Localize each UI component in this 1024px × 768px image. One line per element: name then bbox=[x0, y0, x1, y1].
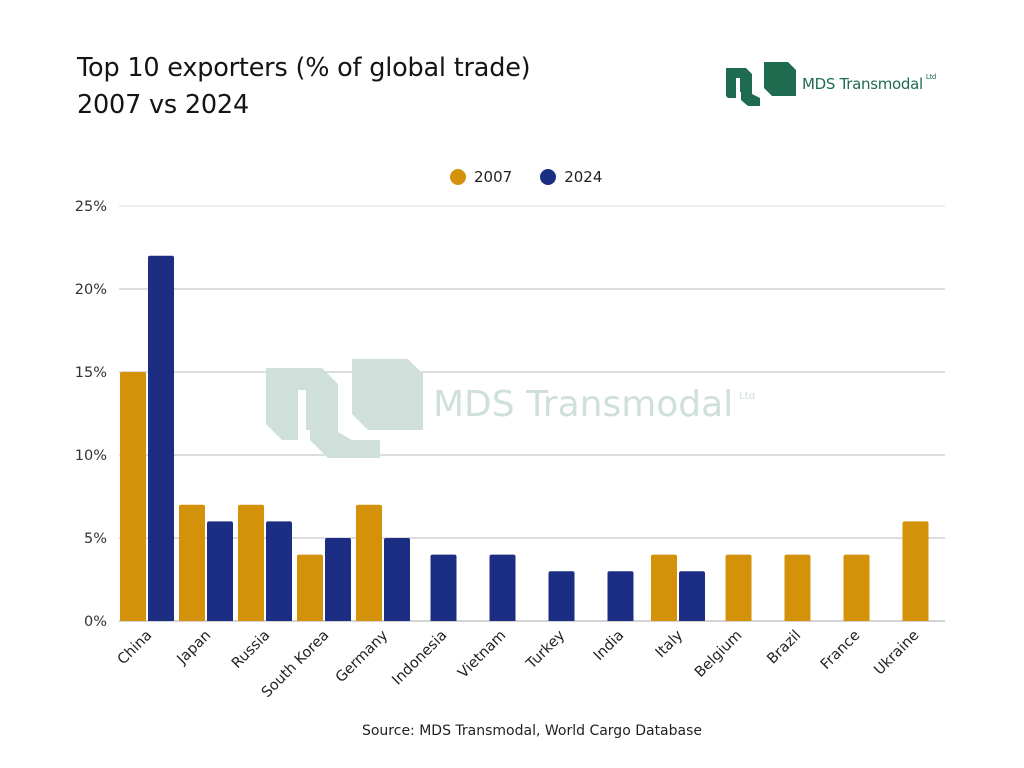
bar-2024-china bbox=[148, 255, 174, 622]
chart-title-line-2: 2007 vs 2024 bbox=[77, 90, 249, 120]
x-tick-label: Germany bbox=[333, 627, 392, 686]
y-tick-label: 0% bbox=[84, 614, 107, 630]
x-tick-label: Japan bbox=[174, 628, 215, 669]
bar-2007-japan bbox=[179, 504, 205, 621]
bar-2024-south-korea bbox=[325, 538, 351, 621]
y-tick-label: 15% bbox=[75, 365, 107, 381]
bar-2024-vietnam bbox=[489, 554, 516, 621]
chart-legend: 2007 2024 bbox=[450, 168, 630, 186]
brand-name: MDS Transmodal Ltd bbox=[802, 73, 937, 93]
legend-label-2024: 2024 bbox=[564, 168, 603, 186]
watermark-brand-name: MDS Transmodal bbox=[433, 384, 733, 425]
bar-2024-turkey bbox=[548, 571, 575, 621]
bar-2024-indonesia bbox=[430, 554, 457, 621]
bar-2007-italy bbox=[651, 554, 677, 621]
bars bbox=[120, 255, 929, 622]
bar-2007-belgium bbox=[725, 554, 752, 621]
x-tick-label: China bbox=[115, 628, 156, 669]
y-tick-label: 5% bbox=[84, 531, 107, 547]
x-tick-label: France bbox=[818, 627, 863, 672]
watermark-brand-suffix: Ltd bbox=[739, 391, 755, 402]
bar-2007-brazil bbox=[784, 554, 811, 621]
brand-logo: MDS Transmodal Ltd bbox=[726, 62, 936, 106]
y-tick-label: 25% bbox=[75, 199, 107, 215]
source-note: Source: MDS Transmodal, World Cargo Data… bbox=[361, 723, 703, 739]
bar-2024-italy bbox=[679, 571, 705, 621]
x-tick-label: Brazil bbox=[764, 628, 804, 668]
mds-logo-icon bbox=[726, 62, 796, 106]
x-tick-label: India bbox=[591, 628, 627, 664]
brand-suffix: Ltd bbox=[925, 73, 937, 81]
watermark: MDS Transmodal Ltd bbox=[266, 359, 755, 458]
legend-item-2024: 2024 bbox=[540, 168, 602, 186]
bar-2024-russia bbox=[266, 521, 292, 621]
x-tick-label: Italy bbox=[653, 627, 687, 661]
x-tick-label: Vietnam bbox=[455, 628, 509, 682]
y-tick-label: 20% bbox=[75, 282, 107, 298]
chart-title: Top 10 exporters (% of global trade) 200… bbox=[77, 50, 531, 124]
bar-2007-ukraine bbox=[902, 521, 929, 621]
x-tick-label: Belgium bbox=[692, 628, 745, 681]
bar-2007-china bbox=[120, 372, 146, 621]
bar-2007-france bbox=[843, 554, 870, 621]
x-tick-label: Russia bbox=[229, 628, 273, 672]
y-axis-ticks: 0% 5% 10% 15% 20% 25% bbox=[75, 199, 107, 630]
bar-2007-germany bbox=[356, 504, 382, 621]
x-tick-label: Ukraine bbox=[871, 627, 922, 678]
legend-dot-icon bbox=[450, 169, 466, 185]
y-tick-label: 10% bbox=[75, 448, 107, 464]
bar-2007-russia bbox=[238, 504, 264, 621]
brand-name-text: MDS Transmodal bbox=[802, 75, 923, 93]
x-tick-label: Indonesia bbox=[389, 628, 450, 689]
chart-title-line-1: Top 10 exporters (% of global trade) bbox=[77, 53, 531, 83]
x-tick-label: Turkey bbox=[523, 627, 569, 673]
bar-2024-germany bbox=[384, 538, 410, 621]
bar-2024-india bbox=[607, 571, 634, 621]
bar-2024-japan bbox=[207, 521, 233, 621]
bar-2007-south-korea bbox=[297, 554, 323, 621]
legend-item-2007: 2007 bbox=[450, 168, 512, 186]
watermark-logo-icon bbox=[352, 359, 423, 430]
legend-label-2007: 2007 bbox=[474, 168, 513, 186]
legend-dot-icon bbox=[540, 169, 557, 185]
watermark-logo-icon bbox=[310, 386, 380, 458]
